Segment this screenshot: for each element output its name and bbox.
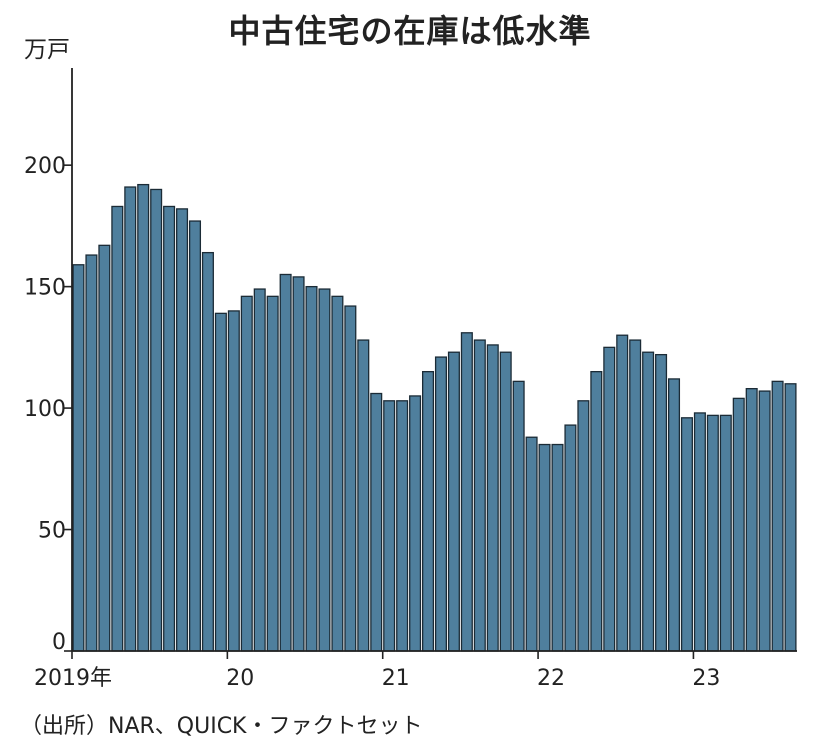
bar-2023-08 xyxy=(784,383,797,652)
bar-2021-05 xyxy=(434,356,448,652)
bar-2020-02 xyxy=(240,295,253,652)
x-tick-label-3: 22 xyxy=(537,666,565,691)
bar-2023-06 xyxy=(758,390,771,652)
bar-2022-09 xyxy=(642,351,655,652)
x-tick-label-2: 21 xyxy=(382,666,410,691)
bar-2023-04 xyxy=(732,397,745,652)
bar-2020-09 xyxy=(331,295,344,652)
bar-2021-08 xyxy=(473,339,486,652)
bar-2022-10 xyxy=(655,353,668,652)
bar-2019-04 xyxy=(111,205,124,652)
bar-2022-06 xyxy=(603,346,616,652)
bar-2021-01 xyxy=(383,400,396,652)
bar-2020-01 xyxy=(227,310,240,652)
bar-2023-02 xyxy=(706,414,719,652)
bar-2020-12 xyxy=(370,392,383,652)
bar-2021-06 xyxy=(447,351,460,652)
bar-2019-02 xyxy=(85,254,98,652)
bar-2022-02 xyxy=(551,443,564,652)
bar-2022-01 xyxy=(538,443,551,652)
bar-2020-06 xyxy=(292,276,305,652)
bar-2019-10 xyxy=(188,220,202,652)
bar-2023-03 xyxy=(719,414,732,652)
y-axis-ticks: 0 50 100 150 200 xyxy=(24,154,72,655)
x-tick-label-1: 20 xyxy=(226,666,254,691)
bar-2019-11 xyxy=(201,251,214,652)
bar-2019-09 xyxy=(176,208,189,652)
x-tick-label-0: 2019年 xyxy=(34,666,112,691)
bar-2019-06 xyxy=(137,183,150,652)
y-tick-label-0: 0 xyxy=(52,630,66,655)
bar-2022-07 xyxy=(616,334,629,652)
bar-2021-07 xyxy=(460,332,473,652)
bar-2021-11 xyxy=(512,380,525,652)
y-tick-label-200: 200 xyxy=(24,154,66,179)
bars-group xyxy=(72,183,797,652)
bar-2020-08 xyxy=(318,288,331,652)
bar-2020-03 xyxy=(253,288,266,652)
bar-2022-03 xyxy=(564,424,577,652)
y-tick-label-100: 100 xyxy=(24,397,66,422)
bar-2020-05 xyxy=(279,273,292,652)
bar-2020-07 xyxy=(305,285,318,652)
bar-2021-02 xyxy=(396,400,409,652)
bar-2019-03 xyxy=(98,244,111,652)
y-tick-label-50: 50 xyxy=(38,519,66,544)
bar-2022-12 xyxy=(680,417,693,652)
y-tick-label-150: 150 xyxy=(24,276,66,301)
bar-2020-11 xyxy=(357,339,370,652)
bar-2019-07 xyxy=(150,188,163,652)
bar-2019-05 xyxy=(124,186,137,652)
bar-2020-04 xyxy=(266,295,279,652)
bar-2022-08 xyxy=(629,339,642,652)
x-axis-ticks: 2019年 20 21 22 23 xyxy=(34,651,720,691)
source-note: （出所）NAR、QUICK・ファクトセット xyxy=(20,714,423,739)
bar-2019-12 xyxy=(214,312,227,652)
bar-2023-01 xyxy=(693,412,706,652)
bar-2021-04 xyxy=(421,370,435,652)
bar-2023-05 xyxy=(745,387,758,652)
bar-2022-11 xyxy=(667,378,681,652)
bar-2019-08 xyxy=(163,205,176,652)
bar-2019-01 xyxy=(72,264,85,652)
bar-2023-07 xyxy=(771,380,784,652)
bar-2020-10 xyxy=(344,305,357,652)
y-axis-unit-label: 万戸 xyxy=(24,37,70,63)
x-tick-label-4: 23 xyxy=(692,666,720,691)
bar-2022-05 xyxy=(590,370,603,652)
bar-2021-03 xyxy=(409,395,422,652)
chart-title: 中古住宅の在庫は低水準 xyxy=(228,12,592,50)
bar-2021-12 xyxy=(525,436,538,652)
bar-2021-10 xyxy=(499,351,512,652)
bar-2022-04 xyxy=(577,400,590,652)
bar-chart: 0 50 100 150 200 2019年 20 21 22 23 xyxy=(24,68,797,691)
bar-2021-09 xyxy=(486,344,499,652)
